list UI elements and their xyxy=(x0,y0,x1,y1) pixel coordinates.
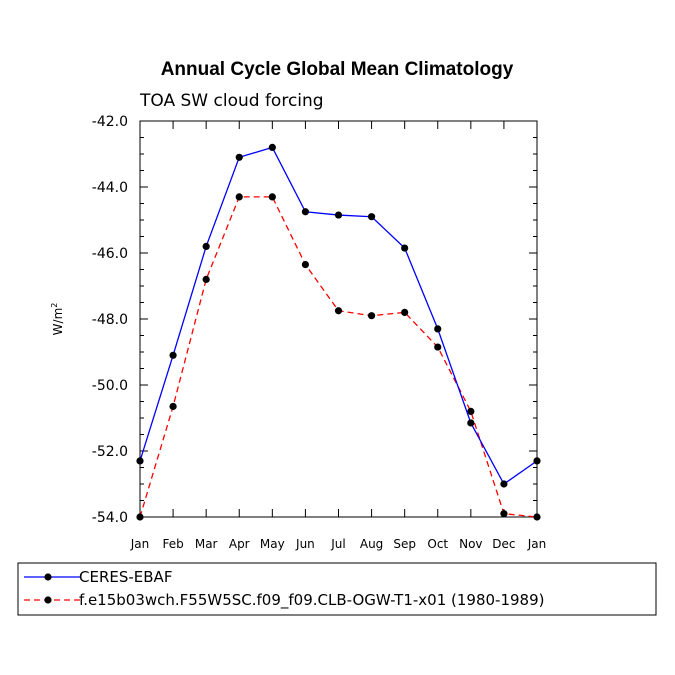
legend-marker-ceres xyxy=(44,573,52,581)
legend-box xyxy=(17,562,657,616)
legend: CERES-EBAF f.e15b03wch.F55W5SC.f09_f09.C… xyxy=(17,562,657,616)
x-tick-label: Mar xyxy=(195,537,218,551)
data-point-model xyxy=(434,343,442,351)
data-point-model xyxy=(235,193,243,201)
series-line-model xyxy=(139,196,538,518)
y-tick-label: -52.0 xyxy=(92,444,128,460)
data-point-model xyxy=(268,193,276,201)
data-point-model xyxy=(202,275,210,283)
chart-subtitle: TOA SW cloud forcing xyxy=(139,91,324,111)
y-axis-label-exponent: 2 xyxy=(50,303,59,308)
data-point-model xyxy=(401,308,409,316)
data-point-ceres-ebaf xyxy=(235,153,243,161)
x-tick-label: Feb xyxy=(162,537,183,551)
legend-marker-model xyxy=(44,596,52,604)
data-point-ceres-ebaf xyxy=(301,208,310,216)
data-point-model xyxy=(301,260,310,269)
x-tick-label: Jan xyxy=(527,537,547,551)
data-point-ceres-ebaf xyxy=(401,244,409,252)
data-point-model xyxy=(533,513,541,521)
data-point-model xyxy=(367,312,376,320)
x-tick-label: Jan xyxy=(130,537,150,551)
data-point-ceres-ebaf xyxy=(334,211,343,219)
x-tick-label: May xyxy=(260,537,285,551)
x-tick-label: Nov xyxy=(459,537,482,551)
data-point-model xyxy=(500,510,508,518)
y-tick-label: -44.0 xyxy=(92,180,128,196)
data-point-ceres-ebaf xyxy=(467,419,475,427)
data-point-ceres-ebaf xyxy=(202,242,210,250)
x-tick-label: Oct xyxy=(427,537,448,551)
x-tick-label: Sep xyxy=(393,537,416,551)
x-tick-label: Dec xyxy=(492,537,515,551)
y-axis-label-unit: W/m xyxy=(51,308,65,336)
chart-title: Annual Cycle Global Mean Climatology xyxy=(161,59,514,80)
data-point-model xyxy=(136,513,144,521)
data-point-ceres-ebaf xyxy=(169,351,177,359)
data-point-ceres-ebaf xyxy=(268,143,276,151)
x-axis: Jan Feb Mar Apr May Jun Jul Aug Sep Oct Nov Dec Jan xyxy=(130,121,547,551)
y-axis: -42.0 -44.0 -46.0 -48.0 -50.0 -52.0 -54.0 xyxy=(92,114,537,526)
data-point-model xyxy=(467,407,475,415)
y-tick-label: -50.0 xyxy=(92,378,128,394)
data-point-model xyxy=(334,307,343,315)
y-tick-label: -48.0 xyxy=(92,312,128,328)
plot-frame xyxy=(139,120,538,518)
series-layer xyxy=(136,143,541,521)
data-point-ceres-ebaf xyxy=(500,480,508,488)
data-point-ceres-ebaf xyxy=(533,457,541,465)
y-axis-label: W/m2 xyxy=(50,303,65,336)
x-tick-label: Apr xyxy=(229,537,250,551)
data-point-ceres-ebaf xyxy=(434,325,442,333)
y-tick-label: -42.0 xyxy=(92,114,128,130)
data-point-ceres-ebaf xyxy=(136,457,144,465)
y-tick-label: -46.0 xyxy=(92,246,128,262)
x-tick-label: Aug xyxy=(360,537,383,551)
legend-label-model: f.e15b03wch.F55W5SC.f09_f09.CLB-OGW-T1-x… xyxy=(79,591,544,610)
legend-label-ceres: CERES-EBAF xyxy=(79,568,172,586)
x-tick-label: Jul xyxy=(330,537,345,551)
x-tick-label: Jun xyxy=(295,537,315,551)
y-tick-label: -54.0 xyxy=(92,510,128,526)
data-point-model xyxy=(169,402,177,411)
data-point-ceres-ebaf xyxy=(367,213,376,221)
